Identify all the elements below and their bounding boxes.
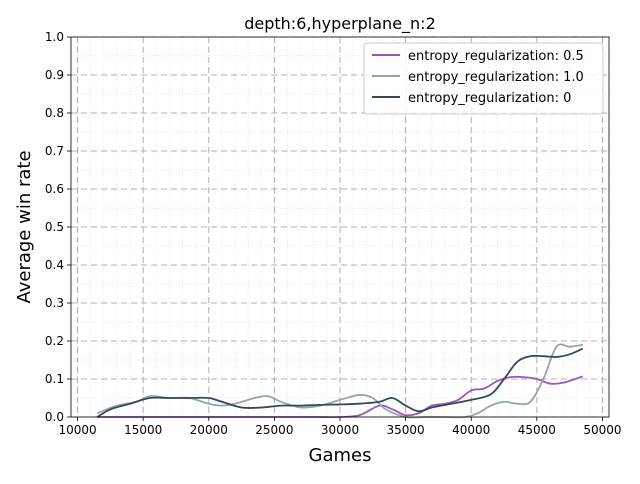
y-tick-label: 0.1 [45, 372, 64, 386]
y-tick-label: 0.8 [45, 106, 64, 120]
y-tick-label: 0.5 [45, 220, 64, 234]
y-tick-label: 0.7 [45, 144, 64, 158]
legend: entropy_regularization: 0.5 entropy_regu… [363, 42, 604, 115]
chart-title: depth:6,hyperplane_n:2 [244, 14, 436, 34]
y-tick-label: 1.0 [45, 30, 64, 44]
legend-label-1: entropy_regularization: 1.0 [408, 70, 584, 85]
x-tick-label: 10000 [58, 423, 96, 437]
x-tick-label: 20000 [190, 423, 228, 437]
y-tick-label: 0.2 [45, 334, 64, 348]
x-tick-label: 50000 [583, 423, 621, 437]
legend-label-2: entropy_regularization: 0 [408, 91, 571, 106]
x-tick-label: 40000 [452, 423, 490, 437]
x-tick-label: 30000 [321, 423, 359, 437]
x-tick-label: 15000 [124, 423, 162, 437]
series-line-2 [96, 347, 584, 418]
y-tick-label: 0.9 [45, 68, 64, 82]
x-tick-label: 25000 [255, 423, 293, 437]
y-tick-label: 0.3 [45, 296, 64, 310]
legend-label-0: entropy_regularization: 0.5 [408, 49, 584, 64]
y-tick-label: 0.0 [45, 410, 64, 424]
legend-box [363, 42, 604, 115]
y-tick-label: 0.4 [45, 258, 64, 272]
y-axis-label: Average win rate [14, 150, 35, 303]
y-tick-label: 0.6 [45, 182, 64, 196]
x-tick-label: 35000 [387, 423, 425, 437]
x-axis-label: Games [309, 445, 372, 466]
axis-ticks: 10000 15000 20000 25000 30000 35000 40000 45000… [45, 30, 622, 437]
x-tick-label: 45000 [518, 423, 556, 437]
